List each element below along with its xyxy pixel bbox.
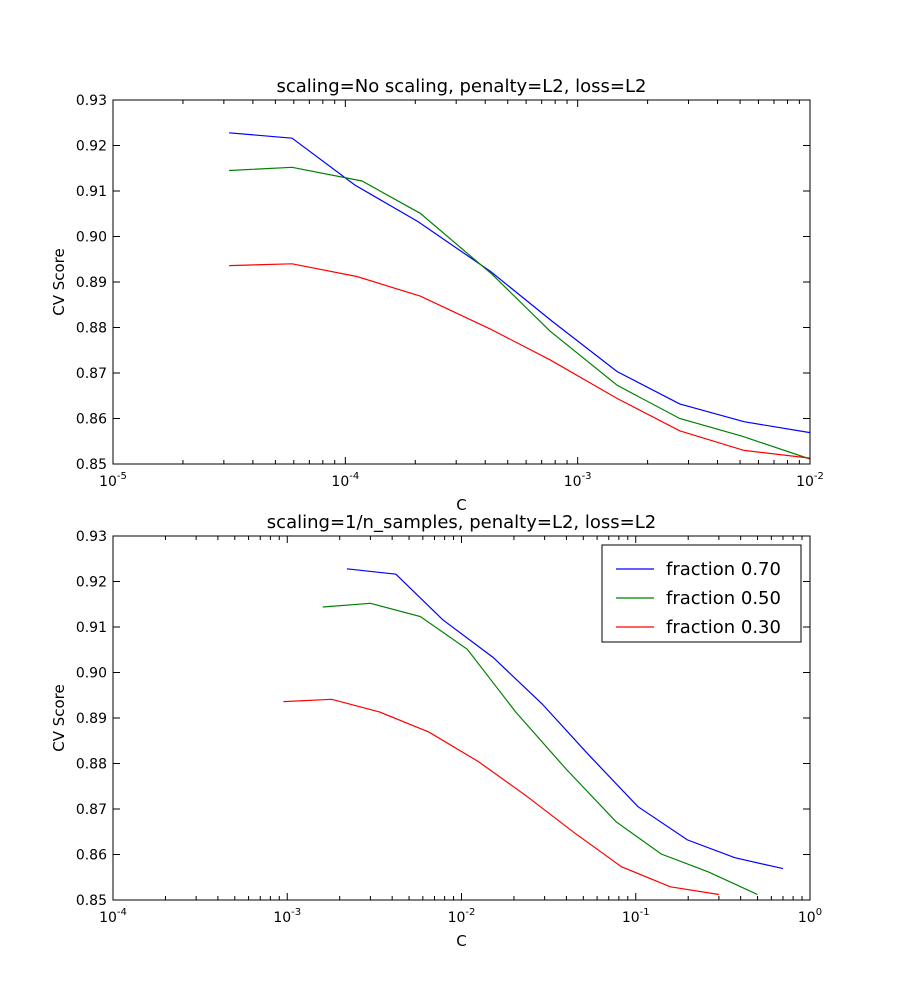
chart-2-plot-frame	[112, 535, 811, 901]
chart-2-y-tick-label: 0.86	[76, 848, 107, 864]
chart-1-y-tick-label: 0.93	[76, 93, 107, 109]
chart-1-x-tick-label: 10-5	[99, 471, 127, 490]
chart-2-y-tick-label: 0.89	[76, 711, 107, 727]
chart-1-group: scaling=No scaling, penalty=L2, loss=L2 1…	[50, 76, 824, 514]
chart-2-y-axis-label: CV Score	[50, 684, 68, 752]
chart-1-y-tick-label: 0.92	[76, 139, 107, 155]
chart-1-y-tick-label: 0.88	[76, 321, 107, 337]
chart-1-y-tick-label: 0.89	[76, 275, 107, 291]
chart-2-legend-label-3: fraction 0.30	[666, 617, 781, 638]
chart-1-x-tick-label: 10-2	[796, 471, 824, 490]
chart-2-y-tick-label: 0.88	[76, 757, 107, 773]
chart-1-series-line-2	[229, 166, 811, 460]
chart-2-title: scaling=1/n_samples, penalty=L2, loss=L2	[267, 512, 656, 533]
chart-2-y-tick-label: 0.92	[76, 575, 107, 591]
chart-2-group: scaling=1/n_samples, penalty=L2, loss=L2…	[50, 512, 822, 950]
chart-2-y-tick-label: 0.85	[76, 893, 107, 909]
chart-1-series-line-3	[229, 263, 811, 459]
chart-1-x-tick-label: 10-4	[331, 471, 359, 490]
chart-2-series-line-1	[346, 568, 784, 870]
chart-2-series-line-2	[322, 602, 758, 896]
chart-2-y-tick-label: 0.87	[76, 802, 107, 818]
chart-2-x-tick-label: 100	[798, 907, 822, 926]
chart-2-legend: fraction 0.70 fraction 0.50 fraction 0.30	[601, 544, 802, 643]
chart-2-y-tick-label: 0.91	[76, 620, 107, 636]
chart-1-series-line-1	[229, 132, 811, 434]
chart-1-y-tick-label: 0.87	[76, 366, 107, 382]
chart-1-title: scaling=No scaling, penalty=L2, loss=L2	[277, 76, 647, 97]
chart-2-y-tick-label: 0.93	[76, 529, 107, 545]
chart-2-legend-label-2: fraction 0.50	[666, 588, 781, 609]
chart-2-x-tick-label: 10-2	[448, 907, 476, 926]
chart-2-x-tick-label: 10-4	[99, 907, 127, 926]
chart-2-series-line-3	[283, 698, 719, 896]
chart-2-x-tick-label: 10-3	[273, 907, 301, 926]
chart-1-y-tick-label: 0.85	[76, 457, 107, 473]
chart-2-legend-box	[601, 544, 802, 643]
chart-2-y-tick-label: 0.90	[76, 666, 107, 682]
chart-1-x-tick-label: 10-3	[564, 471, 592, 490]
chart-2-legend-label-1: fraction 0.70	[666, 559, 781, 580]
chart-1-y-tick-label: 0.90	[76, 230, 107, 246]
chart-1-y-tick-label: 0.86	[76, 412, 107, 428]
chart-1-y-axis-label: CV Score	[50, 248, 68, 316]
chart-2-x-tick-label: 10-1	[622, 907, 650, 926]
chart-1-x-axis-label: C	[456, 496, 466, 514]
chart-2-x-axis-label: C	[456, 932, 466, 950]
chart-1-y-tick-label: 0.91	[76, 184, 107, 200]
chart-1-plot-frame	[112, 99, 811, 465]
